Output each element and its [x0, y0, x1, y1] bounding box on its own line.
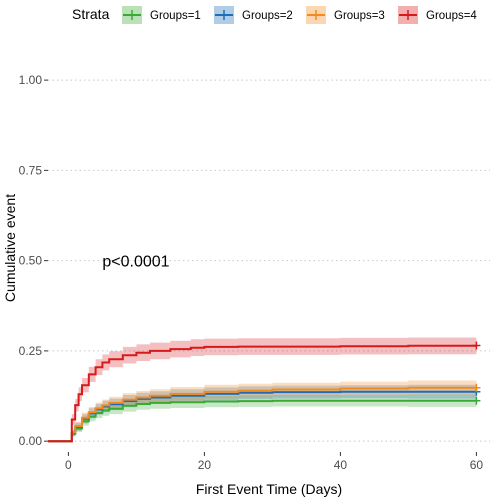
censor-marks: [472, 341, 481, 405]
x-tick-label-0: 0: [65, 458, 72, 472]
ci-band-1: [48, 393, 477, 442]
censor-mark-3: [472, 383, 481, 392]
legend-label-3: Groups=3: [334, 10, 385, 22]
y-tick-label-1: 0.25: [19, 344, 43, 358]
series-lines: [48, 344, 478, 443]
x-tick-label-1: 20: [198, 458, 212, 472]
series-line-1: [48, 399, 477, 443]
legend-item-1: Groups=1: [122, 6, 201, 24]
x-tick-label-3: 60: [470, 458, 484, 472]
axes: 0.00 0.25 0.50 0.75 1.00 0 20 40 60: [19, 73, 484, 472]
legend-label-2: Groups=2: [242, 10, 293, 22]
legend-item-3: Groups=3: [306, 6, 385, 24]
legend-title: Strata: [72, 6, 110, 22]
ci-band-4: [48, 337, 477, 442]
confidence-bands: [48, 337, 477, 442]
series-line-3: [48, 386, 477, 443]
censor-mark-4: [472, 341, 481, 350]
y-axis-title: Cumulative event: [2, 194, 18, 302]
legend-item-2: Groups=2: [214, 6, 293, 24]
legend: Strata Groups=1 Groups=2 Groups=3 Groups=4: [72, 6, 477, 24]
grid: [48, 79, 490, 442]
y-tick-label-4: 1.00: [19, 73, 43, 87]
legend-label-4: Groups=4: [426, 10, 477, 22]
legend-label-1: Groups=1: [150, 10, 201, 22]
censor-mark-1: [472, 396, 481, 405]
y-tick-label-2: 0.50: [19, 254, 43, 268]
x-tick-label-2: 40: [334, 458, 348, 472]
p-value-annotation: p<0.0001: [102, 254, 169, 271]
y-tick-label-0: 0.00: [19, 434, 43, 448]
y-tick-label-3: 0.75: [19, 163, 43, 177]
series-line-4: [48, 344, 478, 443]
x-axis-title: First Event Time (Days): [196, 481, 342, 497]
legend-item-4: Groups=4: [398, 6, 477, 24]
